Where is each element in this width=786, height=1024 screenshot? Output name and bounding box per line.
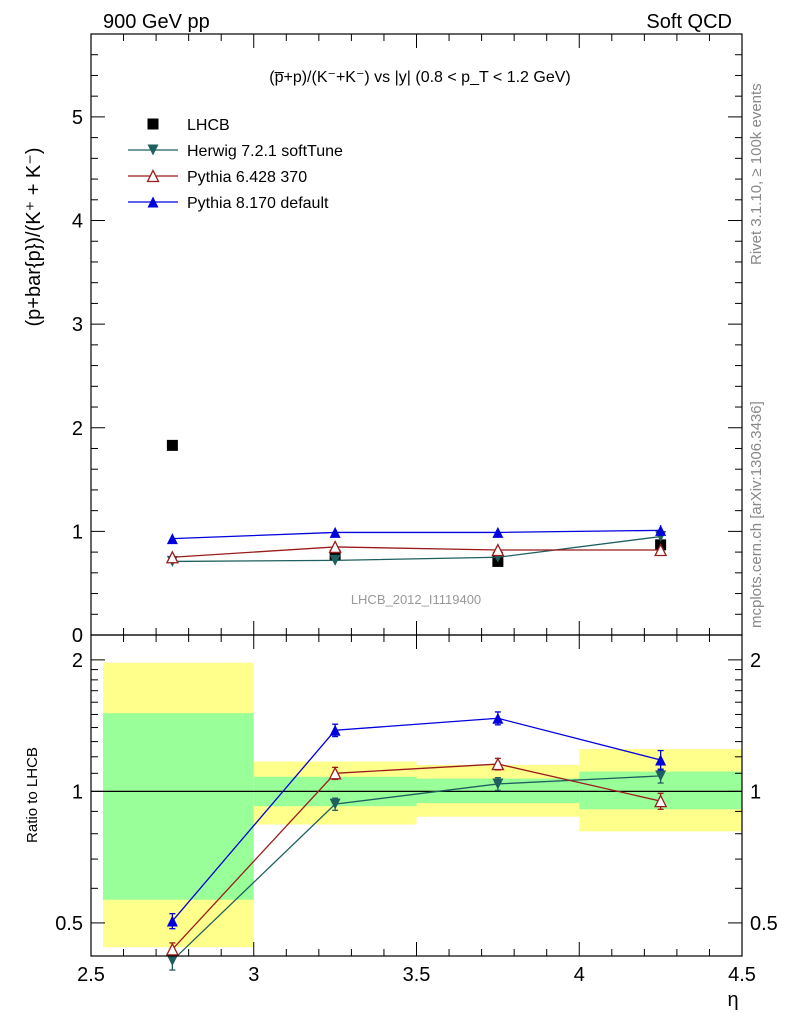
ratio-point-pythia8: [655, 754, 667, 766]
ratio-axes: 0.5 0.5 1 1 2 2 2.5 3 3.5 4 4.5: [55, 635, 778, 986]
main-axes: 0 1 2 3 4 5: [72, 33, 743, 647]
x-tick-label: 3.5: [403, 964, 431, 986]
rivet-label: Rivet 3.1.10, ≥ 100k events: [748, 83, 765, 265]
ratio-point-pythia6: [491, 757, 505, 771]
point-pythia8: [655, 524, 667, 536]
main-y-tick-label: 2: [72, 418, 83, 440]
x-tick-label: 4.5: [728, 964, 756, 986]
main-y-tick-label: 1: [72, 521, 83, 543]
legend-marker-herwig: [147, 144, 159, 156]
x-axis-label: η: [727, 989, 738, 1011]
x-tick-label: 2.5: [77, 964, 105, 986]
legend-marker-pythia6: [146, 169, 160, 183]
x-tick-label: 3: [248, 964, 259, 986]
main-y-tick-label: 5: [72, 107, 83, 129]
main-y-tick-label: 4: [72, 211, 83, 233]
main-y-axis-label: (p+bar{p})/(K⁺ + K⁻): [23, 148, 45, 327]
legend-marker-data: [147, 118, 159, 130]
line-pythia6: [172, 546, 661, 558]
point-pythia8: [166, 533, 178, 545]
x-tick-label: 4: [574, 964, 585, 986]
ratio-point-herwig: [166, 955, 178, 967]
ratio-y-tick-label-right: 2: [750, 650, 761, 672]
ratio-point-herwig: [655, 770, 667, 782]
legend-label-pythia6: Pythia 6.428 370: [187, 169, 307, 186]
ratio-point-herwig: [329, 798, 341, 810]
ratio-line-herwig: [171, 775, 661, 962]
line-pythia8: [172, 529, 661, 540]
ratio-point-pythia8: [329, 724, 341, 736]
ratio-y-axis-label: Ratio to LHCB: [24, 747, 41, 843]
ratio-line-pythia6: [171, 763, 661, 950]
main-y-tick-label: 3: [72, 314, 83, 336]
ratio-panel: 0.5 0.5 1 1 2 2 2.5 3 3.5 4 4.5 Ratio to LHCB η: [24, 634, 778, 1011]
ratio-point-pythia6: [165, 942, 179, 956]
ratio-point-pythia6: [328, 766, 342, 780]
point-pythia6: [654, 543, 668, 557]
ratio-point-pythia8: [166, 915, 178, 927]
ratio-plot-area: [91, 662, 742, 971]
mcplots-label: mcplots.cern.ch [arXiv:1306.3436]: [748, 401, 765, 628]
main-y-tick-label: 0: [72, 625, 83, 647]
ratio-y-tick-label: 2: [72, 650, 83, 672]
legend-label-pythia8: Pythia 8.170 default: [187, 195, 329, 212]
point-pythia6: [328, 539, 342, 554]
ratio-y-tick-label: 0.5: [55, 913, 83, 935]
legend: LHCB Herwig 7.2.1 softTune Pythia 6.428 37…: [128, 117, 343, 212]
analysis-watermark: LHCB_2012_I1119400: [351, 592, 481, 607]
ratio-point-herwig: [492, 778, 504, 790]
main-title: (p̅+p)/(K⁻+K⁻) vs |y| (0.8 < p_T < 1.2 G…: [269, 69, 570, 86]
point-pythia6: [165, 550, 179, 564]
main-plot-area: [165, 439, 668, 567]
main-panel: 0 1 2 3 4 5 (p+bar{p})/(K⁺ + K⁻) (p̅+p)/(K⁻+K…: [23, 33, 743, 647]
ratio-y-tick-label: 1: [72, 781, 83, 803]
band-green: [103, 713, 254, 900]
legend-label-data: LHCB: [187, 117, 230, 134]
header-left: 900 GeV pp: [103, 11, 210, 33]
point-pythia8: [329, 526, 341, 538]
legend-marker-pythia8: [147, 196, 159, 208]
legend-label-herwig: Herwig 7.2.1 softTune: [187, 143, 343, 160]
point-data: [166, 439, 178, 451]
ratio-y-tick-label-right: 1: [750, 781, 761, 803]
point-pythia8: [492, 526, 504, 538]
ratio-point-pythia6: [654, 794, 668, 808]
header-right: Soft QCD: [646, 11, 732, 33]
ratio-line-pythia8: [171, 717, 661, 922]
line-herwig: [172, 535, 661, 563]
point-herwig: [329, 554, 341, 566]
ratio-y-tick-label-right: 0.5: [750, 913, 778, 935]
ratio-point-pythia8: [492, 712, 504, 724]
point-pythia6: [491, 543, 505, 557]
